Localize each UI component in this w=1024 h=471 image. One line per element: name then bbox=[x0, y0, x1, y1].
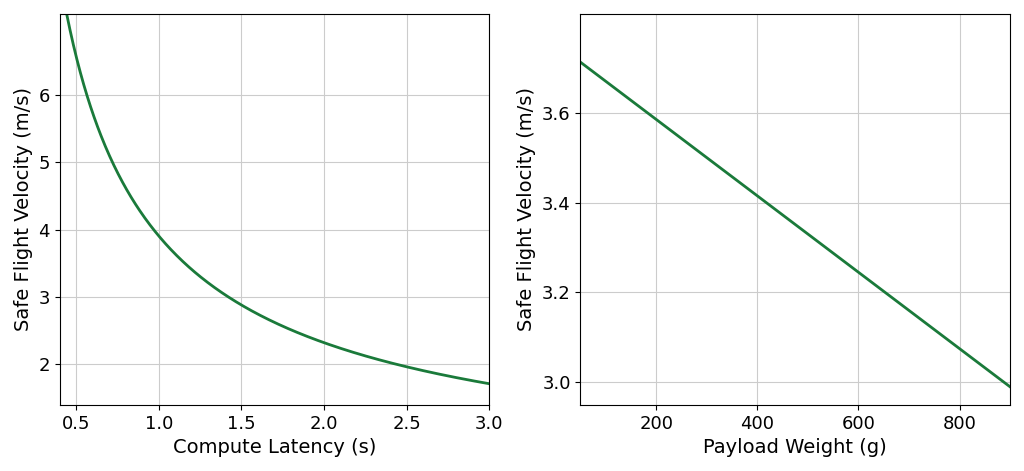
X-axis label: Payload Weight (g): Payload Weight (g) bbox=[703, 438, 887, 457]
X-axis label: Compute Latency (s): Compute Latency (s) bbox=[173, 438, 376, 457]
Y-axis label: Safe Flight Velocity (m/s): Safe Flight Velocity (m/s) bbox=[517, 87, 537, 332]
Y-axis label: Safe Flight Velocity (m/s): Safe Flight Velocity (m/s) bbox=[14, 87, 33, 332]
